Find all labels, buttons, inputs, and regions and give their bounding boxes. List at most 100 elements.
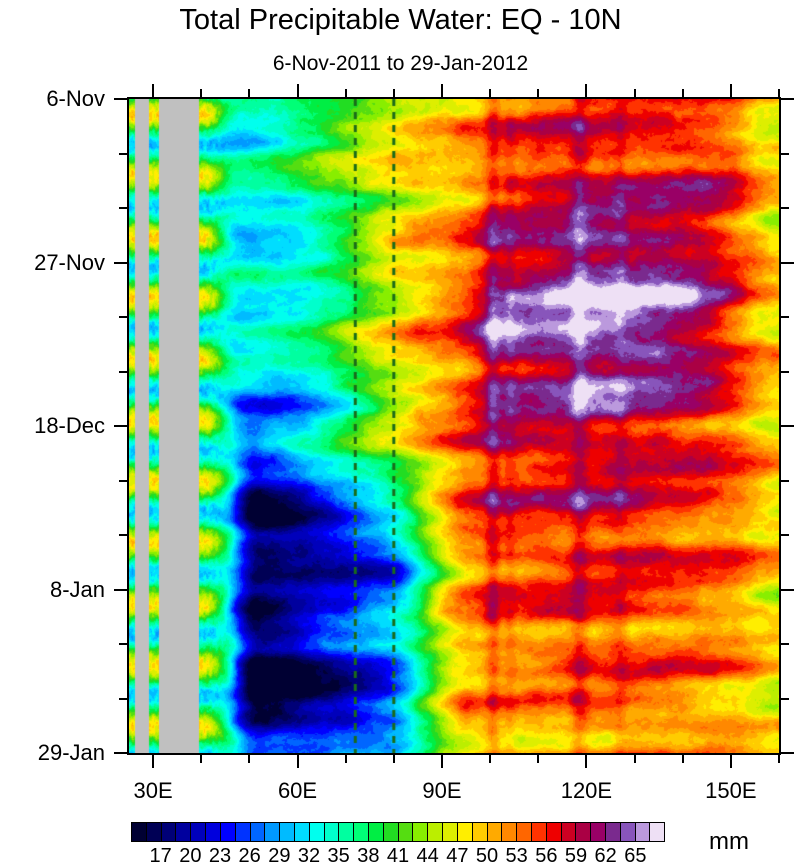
x-tick-minor xyxy=(344,755,347,763)
heatmap-canvas xyxy=(129,99,779,753)
x-tick-minor xyxy=(248,89,251,97)
y-tick-major xyxy=(114,588,127,591)
colorbar-cell xyxy=(606,823,621,841)
colorbar-tick-65: 65 xyxy=(624,845,647,867)
y-tick-major xyxy=(781,261,794,264)
colorbar-cell xyxy=(591,823,606,841)
colorbar-cell xyxy=(280,823,295,841)
colorbar-tick-41: 41 xyxy=(386,845,410,867)
y-tick-minor xyxy=(119,697,127,700)
y-tick-minor xyxy=(119,479,127,482)
colorbar-cell xyxy=(546,823,562,841)
x-tick-major xyxy=(729,755,732,768)
x-tick-minor xyxy=(778,755,780,763)
x-tick-minor xyxy=(200,89,203,97)
y-tick-major xyxy=(781,752,794,754)
colorbar-cell xyxy=(161,823,177,841)
colorbar-tick-56: 56 xyxy=(535,845,558,867)
colorbar-cell xyxy=(294,823,310,841)
colorbar-cell xyxy=(250,823,266,841)
y-axis-label-6-nov: 6-Nov xyxy=(46,86,105,111)
chart-title: Total Precipitable Water: EQ - 10N xyxy=(179,4,622,36)
colorbar-cell xyxy=(324,823,340,841)
colorbar-cell xyxy=(383,823,399,841)
x-tick-minor xyxy=(489,89,492,97)
colorbar-cell xyxy=(576,823,592,841)
colorbar-cell xyxy=(265,823,281,841)
colorbar-tick-62: 62 xyxy=(594,845,617,867)
hovmoller-plot-area xyxy=(127,97,781,755)
colorbar-tick-20: 20 xyxy=(179,845,202,867)
y-tick-minor xyxy=(119,207,127,209)
x-tick-minor xyxy=(633,755,636,763)
x-axis-label-30e: 30E xyxy=(133,778,173,803)
x-tick-major xyxy=(296,755,299,768)
x-tick-major xyxy=(440,84,443,97)
colorbar-cell xyxy=(309,823,325,841)
x-tick-major xyxy=(585,84,588,97)
colorbar-cell xyxy=(413,823,429,841)
x-tick-major xyxy=(729,84,732,97)
x-tick-minor xyxy=(778,89,780,97)
colorbar-tick-44: 44 xyxy=(416,845,439,867)
colorbar-cell xyxy=(531,823,547,841)
x-tick-minor xyxy=(392,755,395,763)
colorbar-cell xyxy=(354,823,369,841)
y-tick-minor xyxy=(781,534,789,536)
y-tick-minor xyxy=(781,479,789,482)
x-tick-major xyxy=(296,84,299,97)
y-tick-major xyxy=(781,588,794,591)
y-tick-minor xyxy=(119,152,127,155)
x-tick-major xyxy=(585,755,588,768)
colorbar-cell xyxy=(206,823,221,841)
colorbar-cell xyxy=(369,823,384,841)
y-tick-minor xyxy=(781,370,789,373)
colorbar-cell xyxy=(650,823,665,841)
x-tick-minor xyxy=(681,89,684,97)
colorbar-cell xyxy=(472,823,488,841)
y-tick-minor xyxy=(781,643,789,645)
x-axis-label-120e: 120E xyxy=(560,778,613,803)
x-tick-minor xyxy=(200,755,203,763)
colorbar-tick-38: 38 xyxy=(357,845,380,867)
colorbar-cell xyxy=(487,823,503,841)
colorbar-cell xyxy=(635,823,651,841)
x-tick-minor xyxy=(681,755,684,763)
chart-subtitle: 6-Nov-2011 to 29-Jan-2012 xyxy=(272,52,529,75)
y-tick-minor xyxy=(781,207,789,209)
x-tick-major xyxy=(440,755,443,768)
y-tick-minor xyxy=(119,643,127,645)
x-tick-minor xyxy=(633,89,636,97)
colorbar-tick-35: 35 xyxy=(327,845,350,867)
y-tick-major xyxy=(781,425,794,427)
x-tick-minor xyxy=(537,755,540,763)
x-axis-label-150e: 150E xyxy=(705,778,757,803)
colorbar-cell xyxy=(620,823,636,841)
colorbar-cell xyxy=(176,823,192,841)
colorbar-cell xyxy=(132,823,147,841)
y-tick-major xyxy=(114,98,127,100)
colorbar-cell xyxy=(146,823,162,841)
colorbar-cell xyxy=(235,823,251,841)
colorbar-cell xyxy=(339,823,355,841)
x-tick-minor xyxy=(248,755,251,763)
x-tick-minor xyxy=(392,89,395,97)
x-tick-major xyxy=(152,84,155,97)
colorbar-cell xyxy=(517,823,532,841)
colorbar-tick-32: 32 xyxy=(297,845,321,867)
colorbar-tick-26: 26 xyxy=(238,845,261,867)
x-tick-major xyxy=(152,755,155,768)
y-tick-minor xyxy=(119,534,127,536)
colorbar-unit-label: mm xyxy=(709,828,749,855)
colorbar-tick-53: 53 xyxy=(505,845,528,867)
colorbar-tick-23: 23 xyxy=(208,845,232,867)
colorbar-tick-17: 17 xyxy=(149,845,172,867)
x-tick-minor xyxy=(537,89,540,97)
colorbar-tick-59: 59 xyxy=(564,845,588,867)
y-tick-minor xyxy=(781,152,789,155)
colorbar-cell xyxy=(561,823,577,841)
colorbar xyxy=(131,822,665,842)
y-axis-label-27-nov: 27-Nov xyxy=(34,249,105,275)
x-tick-minor xyxy=(489,755,492,763)
